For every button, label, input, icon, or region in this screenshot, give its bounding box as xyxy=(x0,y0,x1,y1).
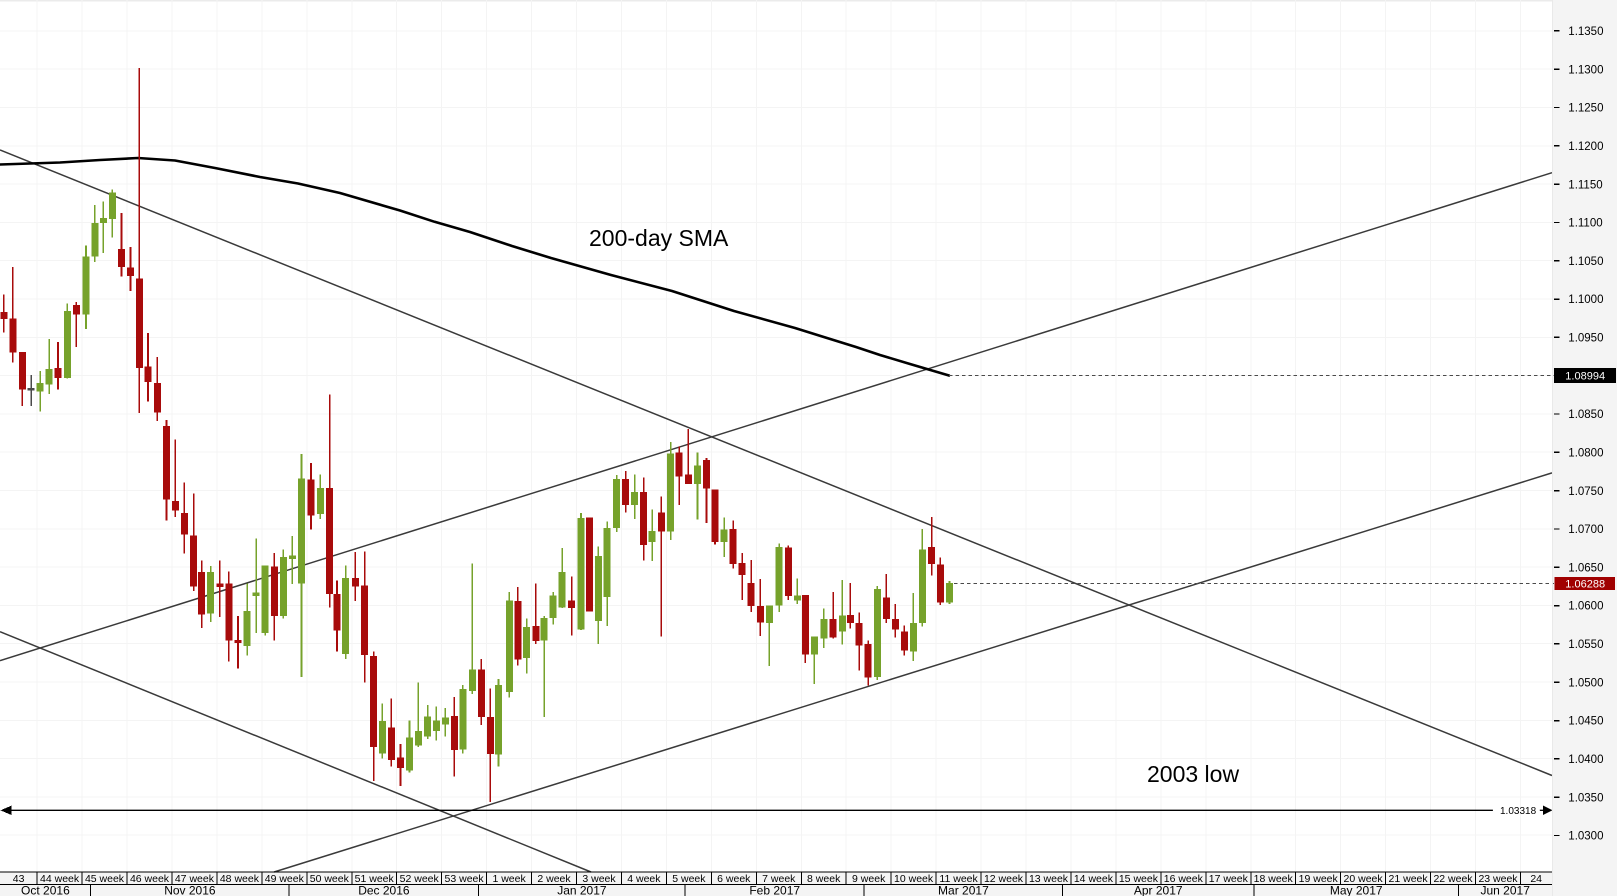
svg-text:43: 43 xyxy=(13,873,25,885)
svg-text:1.1150: 1.1150 xyxy=(1568,179,1602,191)
svg-text:1.1350: 1.1350 xyxy=(1568,26,1603,38)
svg-text:6 week: 6 week xyxy=(717,873,751,885)
svg-text:13 week: 13 week xyxy=(1029,873,1069,885)
svg-text:1.0750: 1.0750 xyxy=(1568,486,1603,498)
svg-text:10 week: 10 week xyxy=(894,873,934,885)
svg-text:Feb 2017: Feb 2017 xyxy=(749,884,800,896)
svg-text:18 week: 18 week xyxy=(1254,873,1294,885)
svg-text:1.0400: 1.0400 xyxy=(1568,754,1603,766)
svg-text:11 week: 11 week xyxy=(939,873,978,885)
svg-text:1.0850: 1.0850 xyxy=(1568,409,1603,421)
svg-text:1.0600: 1.0600 xyxy=(1568,601,1603,613)
svg-text:1.08994: 1.08994 xyxy=(1565,371,1605,383)
svg-text:20 week: 20 week xyxy=(1344,873,1384,885)
svg-text:1.1000: 1.1000 xyxy=(1568,294,1603,306)
svg-text:1.1100: 1.1100 xyxy=(1568,218,1602,230)
svg-text:Mar 2017: Mar 2017 xyxy=(938,884,989,896)
svg-text:4 week: 4 week xyxy=(627,873,661,885)
svg-text:53 week: 53 week xyxy=(445,873,485,885)
svg-text:47 week: 47 week xyxy=(175,873,215,885)
svg-text:Apr 2017: Apr 2017 xyxy=(1134,884,1183,896)
svg-text:Oct 2016: Oct 2016 xyxy=(21,884,70,896)
svg-text:9 week: 9 week xyxy=(852,873,886,885)
svg-text:1.1050: 1.1050 xyxy=(1568,256,1603,268)
svg-text:1.1200: 1.1200 xyxy=(1568,141,1603,153)
svg-text:1 week: 1 week xyxy=(492,873,526,885)
svg-text:5 week: 5 week xyxy=(672,873,706,885)
svg-text:19 week: 19 week xyxy=(1299,873,1339,885)
svg-text:12 week: 12 week xyxy=(984,873,1024,885)
svg-text:1.0300: 1.0300 xyxy=(1568,831,1603,843)
svg-text:1.0500: 1.0500 xyxy=(1568,677,1603,689)
svg-text:44 week: 44 week xyxy=(40,873,80,885)
svg-text:50 week: 50 week xyxy=(310,873,350,885)
svg-text:2 week: 2 week xyxy=(537,873,571,885)
svg-text:7 week: 7 week xyxy=(762,873,796,885)
svg-text:1.0800: 1.0800 xyxy=(1568,448,1603,460)
svg-text:Jan 2017: Jan 2017 xyxy=(557,884,607,896)
svg-text:Dec 2016: Dec 2016 xyxy=(358,884,410,896)
svg-text:22 week: 22 week xyxy=(1433,873,1473,885)
svg-text:Nov 2016: Nov 2016 xyxy=(164,884,216,896)
svg-text:1.06288: 1.06288 xyxy=(1565,579,1605,591)
svg-text:16 week: 16 week xyxy=(1164,873,1204,885)
svg-text:1.0700: 1.0700 xyxy=(1568,524,1603,536)
svg-text:15 week: 15 week xyxy=(1119,873,1159,885)
svg-text:17 week: 17 week xyxy=(1209,873,1249,885)
svg-text:51 week: 51 week xyxy=(355,873,395,885)
svg-text:49 week: 49 week xyxy=(265,873,305,885)
svg-text:8 week: 8 week xyxy=(807,873,841,885)
svg-text:45 week: 45 week xyxy=(85,873,125,885)
svg-text:21 week: 21 week xyxy=(1389,873,1429,885)
svg-text:1.0550: 1.0550 xyxy=(1568,639,1603,651)
svg-text:200-day SMA: 200-day SMA xyxy=(589,225,729,251)
svg-text:3 week: 3 week xyxy=(582,873,616,885)
svg-text:May 2017: May 2017 xyxy=(1330,884,1383,896)
svg-text:1.0650: 1.0650 xyxy=(1568,562,1603,574)
svg-text:1.0350: 1.0350 xyxy=(1568,792,1603,804)
svg-text:48 week: 48 week xyxy=(220,873,260,885)
svg-text:1.0450: 1.0450 xyxy=(1568,716,1603,728)
svg-text:2003 low: 2003 low xyxy=(1147,761,1239,787)
svg-text:24: 24 xyxy=(1530,873,1542,885)
svg-text:14 week: 14 week xyxy=(1074,873,1114,885)
svg-text:52 week: 52 week xyxy=(400,873,440,885)
svg-text:1.1300: 1.1300 xyxy=(1568,64,1603,76)
svg-text:23 week: 23 week xyxy=(1478,873,1518,885)
svg-text:1.03318: 1.03318 xyxy=(1500,806,1537,817)
svg-text:1.0950: 1.0950 xyxy=(1568,333,1603,345)
svg-text:1.1250: 1.1250 xyxy=(1568,103,1603,115)
svg-text:46 week: 46 week xyxy=(130,873,170,885)
svg-text:Jun 2017: Jun 2017 xyxy=(1481,884,1531,896)
